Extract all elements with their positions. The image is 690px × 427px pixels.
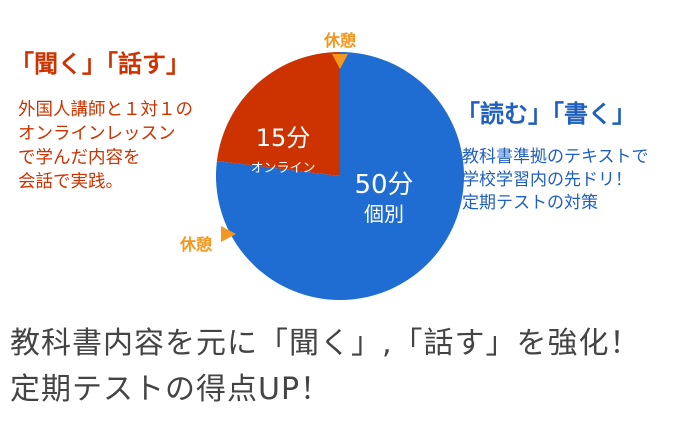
right-description: 教科書準拠のテキストで 学校学習内の先ドリ！ 定期テストの対策: [462, 147, 649, 213]
bottom-caption-line2: 定期テストの得点UP！: [10, 372, 332, 407]
slice-label-online-sub: オンライン: [250, 161, 315, 176]
pie-slice-online: [216, 52, 340, 176]
left-heading: 「聞く」「話す」: [10, 50, 190, 78]
left-description: 外国人講師と１対１の オンラインレッスン で学んだ内容を 会話で実践。: [18, 100, 193, 192]
slice-label-individual-value: 50分: [354, 170, 413, 200]
slice-label-online-value: 15分: [256, 124, 311, 152]
slice-label-individual-sub: 個別: [364, 202, 404, 226]
break-label-top: 休憩: [323, 31, 356, 50]
bottom-caption-line1: 教科書内容を元に「聞く」,「話す」を強化！: [10, 326, 641, 361]
right-heading: 「読む」「書く」: [456, 100, 636, 128]
break-marker-lower: [221, 226, 236, 242]
break-marker-top: [332, 54, 348, 69]
pie-slice-individual: [216, 52, 465, 300]
break-label-lower: 休憩: [179, 235, 212, 254]
